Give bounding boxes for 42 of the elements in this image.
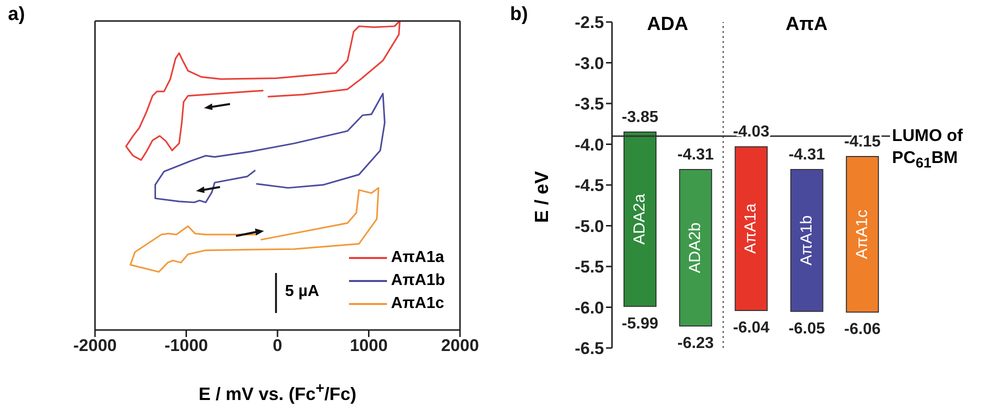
annotation: -4.31 [677, 146, 714, 164]
y-tick-label: -4.0 [574, 135, 604, 154]
annotation: -4.31 [788, 146, 826, 164]
x-tick-label: ADA2b [687, 222, 704, 274]
annotation: -5.99 [622, 315, 658, 332]
legend-label: AπA1c [390, 294, 444, 312]
x-tick-label: AπA1c [854, 210, 871, 259]
x-tick-label: ADA2a [632, 194, 648, 245]
legend-label: AπA1b [390, 272, 445, 290]
y-tick-label: -5.5 [574, 258, 604, 277]
y-tick-label: -3.5 [574, 94, 604, 114]
y-tick-label: -3.0 [574, 54, 604, 73]
annotation: 5 µA [285, 283, 320, 301]
y-tick-label: -6.5 [574, 339, 604, 358]
bar [734, 146, 768, 312]
annotation: -4.15 [844, 133, 881, 150]
annotation: -6.05 [788, 320, 826, 338]
y-tick-label: -4.5 [574, 176, 604, 196]
y-tick-label: -2.5 [574, 13, 604, 32]
ref-line-label: LUMO of PC$_{61}$BM [892, 125, 964, 174]
x-tick-label: 1000 [350, 336, 388, 356]
bar [679, 169, 712, 326]
annotation: -6.04 [732, 320, 770, 337]
y-tick-label: -5.0 [574, 216, 604, 236]
x-tick-label: -2000 [73, 336, 117, 356]
annotation: ADA [646, 14, 690, 36]
x-tick-label: -1000 [164, 336, 208, 356]
x-tick-label: AπA1b [798, 215, 816, 266]
x-tick-label: AπA1a [742, 203, 760, 254]
bar [846, 156, 879, 313]
y-tick-label: -6.0 [574, 298, 604, 318]
y-axis-title: E / eV [532, 171, 554, 223]
annotation: -6.23 [677, 334, 714, 352]
annotation: -3.85 [622, 109, 658, 126]
chart-title: a) [8, 4, 25, 26]
annotation: AπA [784, 14, 829, 36]
x-axis-title: E / mV vs. (Fc$^{+}$/Fc) [198, 380, 358, 405]
x-tick-label: 0 [272, 336, 282, 356]
annotation: -6.06 [844, 321, 881, 338]
x-tick-label: 2000 [441, 336, 479, 356]
bar [790, 169, 824, 312]
chart-title: b) [510, 4, 528, 26]
